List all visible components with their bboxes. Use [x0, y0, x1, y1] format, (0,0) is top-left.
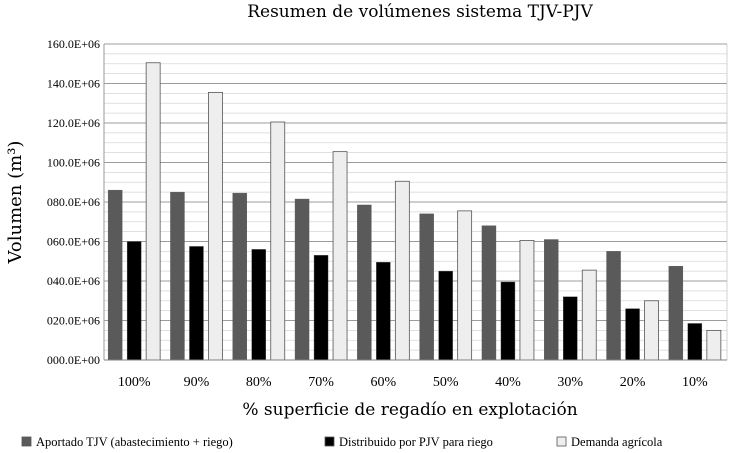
bar-aportado	[107, 189, 123, 361]
bar-aportado	[232, 192, 247, 361]
bar-distribuido	[313, 255, 329, 361]
bar-aportado	[419, 213, 434, 361]
bar-demanda	[208, 91, 223, 361]
bar-distribuido	[687, 323, 703, 361]
bar-aportado	[668, 265, 684, 361]
bar-distribuido	[500, 281, 516, 361]
bar-demanda	[394, 180, 410, 361]
legend-swatch	[556, 436, 567, 447]
bar-demanda	[145, 62, 161, 361]
x-tick-label: 50%	[433, 375, 459, 390]
x-tick-label: 40%	[495, 375, 521, 390]
y-tick-label: 060.0E+06	[47, 235, 100, 249]
x-tick-label: 90%	[184, 375, 210, 390]
bar-distribuido	[251, 249, 266, 361]
legend-swatch	[21, 436, 32, 447]
x-axis-label: % superficie de regadío en explotación	[242, 400, 577, 420]
bar-distribuido	[189, 246, 204, 361]
y-tick-labels: 000.0E+00 020.0E+06 040.0E+06 060.0E+06 080.…	[47, 37, 100, 367]
bar-demanda	[581, 269, 597, 361]
bar-demanda	[270, 121, 286, 361]
legend-swatch	[324, 436, 335, 447]
y-tick-label: 100.0E+06	[47, 156, 100, 170]
bar-aportado	[481, 225, 497, 361]
x-tick-label: 10%	[682, 375, 708, 390]
y-tick-label: 120.0E+06	[47, 116, 100, 130]
bars	[107, 62, 722, 361]
bar-distribuido	[376, 262, 391, 361]
bar-distribuido	[438, 270, 453, 361]
legend-label: Distribuido por PJV para riego	[339, 435, 493, 449]
bar-aportado	[294, 198, 310, 361]
y-axis-label: Volumen (m³)	[5, 141, 26, 265]
x-tick-label: 20%	[620, 375, 646, 390]
bar-aportado	[170, 191, 185, 361]
y-tick-label: 000.0E+00	[47, 353, 100, 367]
y-tick-label: 040.0E+06	[47, 274, 100, 288]
bar-distribuido	[126, 241, 142, 361]
legend: Aportado TJV (abastecimiento + riego) Dis…	[21, 435, 663, 449]
bar-aportado	[357, 204, 372, 361]
y-tick-label: 080.0E+06	[47, 195, 100, 209]
x-tick-label: 60%	[371, 375, 397, 390]
bar-aportado	[544, 239, 559, 361]
bar-demanda	[519, 240, 535, 361]
bar-demanda	[332, 151, 348, 361]
bar-demanda	[706, 329, 722, 361]
x-tick-label: 70%	[308, 375, 334, 390]
y-tick-label: 160.0E+06	[47, 37, 100, 51]
y-tick-label: 020.0E+06	[47, 314, 100, 328]
bar-demanda	[644, 300, 659, 361]
bar-demanda	[457, 210, 473, 361]
x-tick-labels: 100% 90% 80% 70% 60% 50% 40% 30% 20% 10%	[118, 375, 708, 390]
y-tick-label: 140.0E+06	[47, 77, 100, 91]
legend-label: Aportado TJV (abastecimiento + riego)	[36, 435, 233, 449]
chart-title: Resumen de volúmenes sistema TJV-PJV	[247, 2, 593, 22]
x-tick-label: 80%	[246, 375, 272, 390]
bar-distribuido	[563, 296, 578, 361]
bar-aportado	[606, 251, 621, 361]
legend-label: Demanda agrícola	[571, 435, 663, 449]
x-tick-label: 100%	[118, 375, 151, 390]
bar-distribuido	[625, 308, 640, 361]
x-tick-label: 30%	[557, 375, 583, 390]
